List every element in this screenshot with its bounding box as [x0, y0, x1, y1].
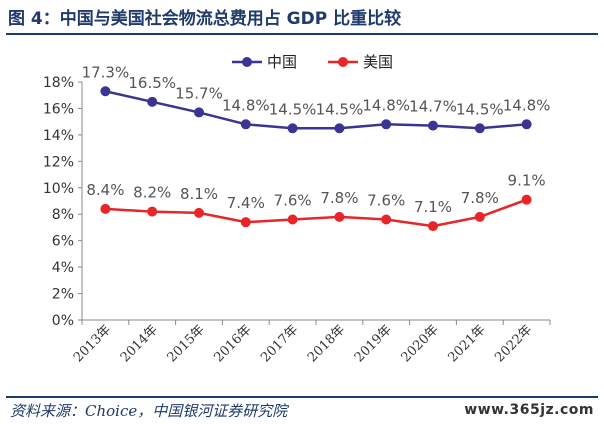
- data-point: [240, 119, 251, 130]
- watermark: www.365jz.com: [464, 402, 594, 418]
- data-point: [474, 123, 485, 134]
- data-point: [334, 211, 345, 222]
- data-label: 7.8%: [461, 189, 499, 207]
- y-tick-label: 6%: [52, 234, 74, 250]
- data-point: [100, 86, 111, 97]
- data-label: 15.7%: [175, 84, 223, 102]
- figure-title: 图 4：中国与美国社会物流总费用占 GDP 比重比较: [8, 9, 402, 29]
- data-label: 14.7%: [409, 98, 457, 116]
- x-tick-label: 2013年: [71, 322, 114, 365]
- y-tick-label: 4%: [52, 260, 74, 276]
- data-label: 14.5%: [316, 100, 364, 118]
- legend-label: 美国: [363, 53, 393, 71]
- x-tick-label: 2015年: [165, 322, 208, 365]
- legend: 中国 美国: [232, 53, 393, 71]
- data-point: [521, 194, 532, 205]
- data-label: 14.5%: [456, 100, 504, 118]
- legend-swatch-marker: [338, 57, 348, 67]
- data-label: 8.2%: [133, 184, 171, 202]
- data-label: 17.3%: [82, 63, 130, 81]
- data-point: [381, 119, 392, 130]
- data-point: [194, 207, 204, 218]
- series-china: 17.3%16.5%15.7%14.8% 14.5% 14.5% 14.8% 14.7%…: [82, 63, 551, 134]
- data-point: [287, 123, 298, 134]
- y-tick-label: 0%: [52, 313, 74, 329]
- data-label: 9.1%: [508, 172, 546, 190]
- data-point: [240, 217, 251, 228]
- data-point: [334, 123, 345, 134]
- y-tick-label: 16%: [43, 101, 74, 117]
- x-tick-label: 2017年: [258, 322, 301, 365]
- data-label: 14.8%: [362, 96, 410, 114]
- data-label: 8.1%: [180, 185, 218, 203]
- data-point: [147, 96, 158, 107]
- data-label: 8.4%: [86, 181, 124, 199]
- data-label: 16.5%: [128, 74, 176, 92]
- data-point: [428, 221, 438, 232]
- series-line: [105, 90, 527, 130]
- data-label: 14.8%: [503, 96, 551, 114]
- data-label: 14.8%: [222, 96, 270, 114]
- data-label: 7.1%: [414, 198, 452, 216]
- figure-source: 资料来源：Choice，中国银河证券研究院: [10, 402, 288, 420]
- y-tick-label: 2%: [52, 287, 74, 303]
- x-tick-label: 2022年: [492, 322, 535, 365]
- y-tick-label: 10%: [43, 181, 74, 197]
- data-point: [428, 120, 438, 131]
- y-tick-label: 14%: [43, 128, 74, 144]
- data-point: [474, 211, 485, 222]
- legend-item: 美国: [328, 53, 393, 71]
- data-label: 14.5%: [269, 100, 317, 118]
- x-tick-label: 2019年: [352, 322, 395, 365]
- y-tick-label: 8%: [52, 207, 74, 223]
- x-tick-label: 2016年: [211, 322, 254, 365]
- data-point: [194, 107, 204, 118]
- data-label: 7.6%: [367, 192, 405, 210]
- series-usa: 8.4% 8.2% 8.1% 7.4% 7.6% 7.8% 7.6% 7.1% 7.8% 9.1%: [86, 172, 546, 232]
- x-tick-label: 2021年: [445, 322, 488, 365]
- data-point: [100, 203, 111, 214]
- data-point: [381, 214, 392, 225]
- data-label: 7.8%: [320, 189, 358, 207]
- y-tick-label: 18%: [43, 75, 74, 91]
- legend-label: 中国: [267, 53, 297, 71]
- data-point: [287, 214, 298, 225]
- bottom-rule: [6, 396, 598, 398]
- series-line: [105, 198, 528, 228]
- legend-item: 中国: [232, 53, 297, 71]
- data-point: [147, 206, 158, 217]
- x-tick-label: 2014年: [118, 322, 161, 365]
- data-point: [521, 119, 532, 130]
- x-tick-label: 2018年: [305, 322, 348, 365]
- data-label: 7.4%: [227, 194, 265, 212]
- series-layer: 17.3%16.5%15.7%14.8% 14.5% 14.5% 14.8% 14.7%…: [82, 63, 551, 232]
- y-tick-label: 12%: [43, 154, 74, 170]
- x-tick-label: 2020年: [399, 322, 442, 365]
- title-rule: [6, 33, 598, 35]
- legend-swatch-marker: [242, 57, 252, 67]
- data-label: 7.6%: [274, 192, 312, 210]
